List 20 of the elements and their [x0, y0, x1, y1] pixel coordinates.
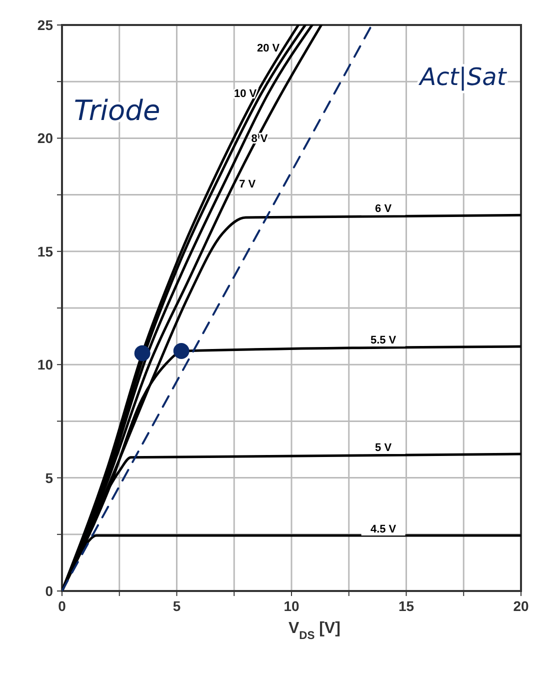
series-label: 5.5 V [370, 334, 397, 346]
x-tick-label: 15 [398, 598, 414, 614]
series-label: 5 V [375, 442, 392, 454]
x-axis-title: V$_{DS}$ [V] [288, 620, 340, 642]
x-tick-label: 5 [172, 598, 181, 614]
y-tick-label: 15 [37, 243, 54, 260]
annotation: Triode [74, 94, 160, 127]
y-tick-label: 25 [37, 17, 54, 33]
x-tick-label: 10 [284, 598, 300, 614]
series-label: 4.5 V [370, 524, 397, 536]
x-tick-label: 0 [58, 598, 66, 614]
y-tick-label: 5 [45, 470, 54, 486]
series-label: 7 V [239, 178, 256, 190]
series-label: 6 V [375, 203, 392, 216]
y-tick-label: 10 [37, 356, 54, 373]
y-tick-label: 20 [37, 130, 54, 146]
x-tick-label: 20 [513, 598, 529, 614]
annotation: Act|Sat [418, 63, 508, 91]
y-tick-label: 0 [45, 583, 54, 599]
series-label: 20 V [256, 42, 280, 55]
